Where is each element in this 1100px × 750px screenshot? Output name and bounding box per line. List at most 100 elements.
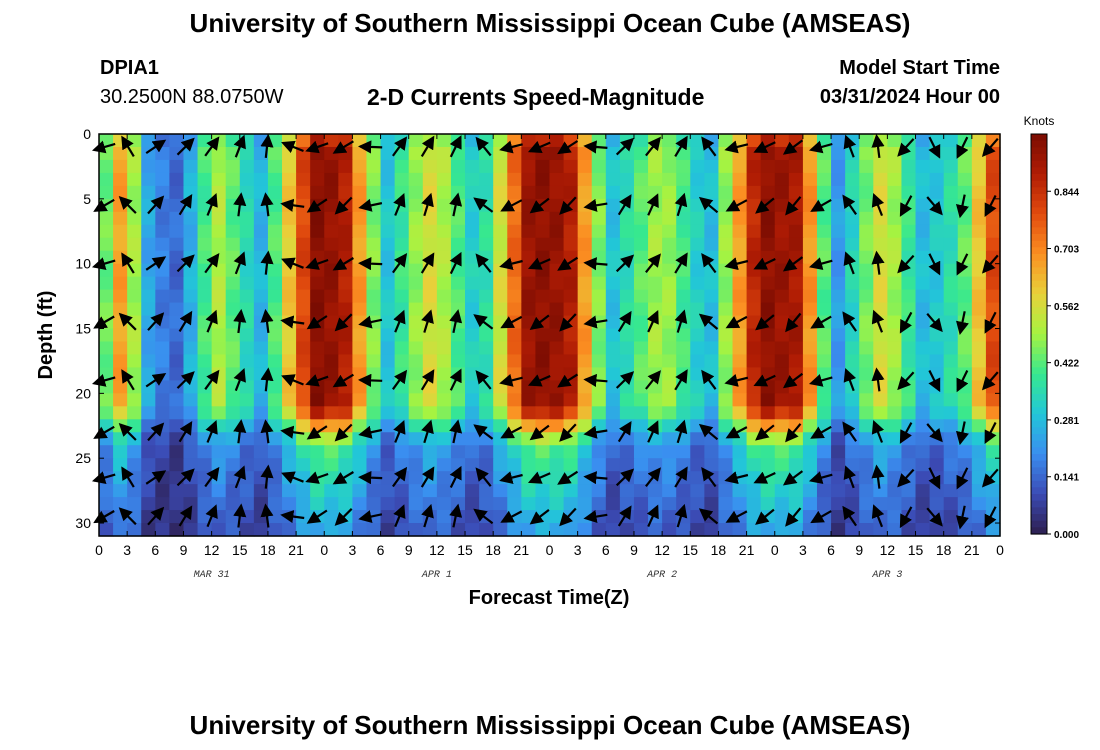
heat-cell	[845, 419, 860, 433]
heat-cell	[591, 146, 607, 161]
heat-cell	[99, 185, 114, 200]
current-vector	[955, 505, 969, 530]
heat-cell	[718, 328, 734, 343]
heat-cell	[141, 289, 156, 304]
current-vector	[260, 503, 274, 528]
x-tick-label: 12	[880, 542, 896, 558]
heat-cell	[535, 393, 551, 407]
current-vector	[306, 509, 328, 524]
heat-cell	[831, 471, 846, 485]
heat-cell	[901, 484, 917, 498]
colorbar-segment	[1031, 220, 1047, 228]
heat-cell	[873, 484, 888, 498]
heat-cell	[127, 159, 142, 174]
heat-cell	[746, 458, 762, 472]
heat-cell	[943, 458, 959, 472]
heat-cell	[873, 159, 888, 174]
heat-cell	[310, 445, 325, 459]
heat-cell	[338, 172, 354, 187]
heat-cell	[380, 380, 396, 394]
heat-cell	[338, 224, 354, 239]
heat-cell	[253, 172, 269, 187]
heat-cell	[253, 406, 269, 420]
heat-cell	[802, 367, 818, 381]
current-vector	[615, 371, 635, 389]
x-tick-label: 12	[654, 542, 670, 558]
heat-cell	[816, 328, 832, 343]
heat-cell	[521, 445, 537, 459]
heat-cell	[873, 458, 888, 472]
heat-cell	[493, 134, 508, 148]
heat-cell	[859, 302, 874, 317]
current-vector	[91, 471, 116, 484]
heat-cell	[197, 367, 213, 381]
heat-cell	[577, 458, 593, 472]
current-vector	[698, 313, 719, 330]
heat-cell	[352, 367, 368, 381]
heat-cell	[324, 237, 339, 252]
heat-cell	[465, 159, 480, 174]
heat-cell	[239, 211, 255, 226]
colorbar-segment	[1031, 134, 1047, 142]
heat-cell	[113, 510, 128, 524]
heat-cell	[113, 263, 128, 278]
heat-cell	[873, 341, 888, 356]
heat-cell	[718, 445, 734, 459]
current-vector	[260, 419, 274, 444]
heat-cell	[957, 354, 973, 369]
heat-cell	[324, 484, 339, 498]
heat-cell	[591, 159, 607, 174]
heat-cell	[690, 497, 705, 511]
heat-cell	[197, 445, 213, 459]
heat-cell	[493, 471, 508, 485]
heat-cell	[422, 172, 438, 187]
heat-cell	[380, 198, 396, 213]
heat-cell	[338, 510, 354, 524]
heat-cell	[450, 484, 466, 498]
heat-cell	[296, 458, 311, 472]
heat-cell	[366, 185, 382, 200]
heat-cell	[704, 172, 720, 187]
heat-cell	[211, 445, 227, 459]
heat-cell	[507, 341, 522, 356]
heat-cell	[479, 354, 494, 369]
heat-cell	[127, 497, 142, 511]
heat-cell	[943, 237, 959, 252]
heat-cell	[99, 172, 114, 187]
heat-cell	[324, 276, 339, 291]
heat-cell	[493, 276, 508, 291]
current-vector	[527, 374, 551, 387]
current-vector	[281, 374, 304, 387]
heat-cell	[774, 367, 790, 381]
heat-cell	[169, 224, 185, 239]
heat-cell	[887, 289, 903, 304]
colorbar-segment	[1031, 394, 1047, 402]
heat-cell	[718, 198, 734, 213]
current-vector	[145, 470, 167, 485]
heat-cell	[324, 458, 339, 472]
heat-cell	[253, 523, 269, 537]
current-vector	[118, 195, 137, 214]
heat-cell	[521, 237, 537, 252]
heat-cell	[676, 237, 691, 252]
x-tick-label: 0	[95, 542, 103, 558]
colorbar-segment	[1031, 387, 1047, 395]
current-vector	[674, 466, 688, 488]
heat-cell	[211, 211, 227, 226]
heat-cell	[282, 458, 297, 472]
heat-cell	[605, 393, 621, 407]
heat-cell	[816, 458, 832, 472]
heat-cell	[549, 419, 565, 433]
heat-cell	[493, 458, 508, 472]
heat-cell	[718, 185, 734, 200]
current-vector	[810, 425, 832, 439]
heat-cell	[436, 471, 452, 485]
heat-cell	[183, 406, 199, 420]
heat-cell	[985, 484, 1001, 498]
heat-cell	[957, 185, 973, 200]
current-vector	[645, 370, 661, 390]
current-vector	[147, 195, 165, 215]
heat-cell	[253, 211, 269, 226]
heat-cell	[690, 393, 705, 407]
heat-cell	[633, 263, 649, 278]
